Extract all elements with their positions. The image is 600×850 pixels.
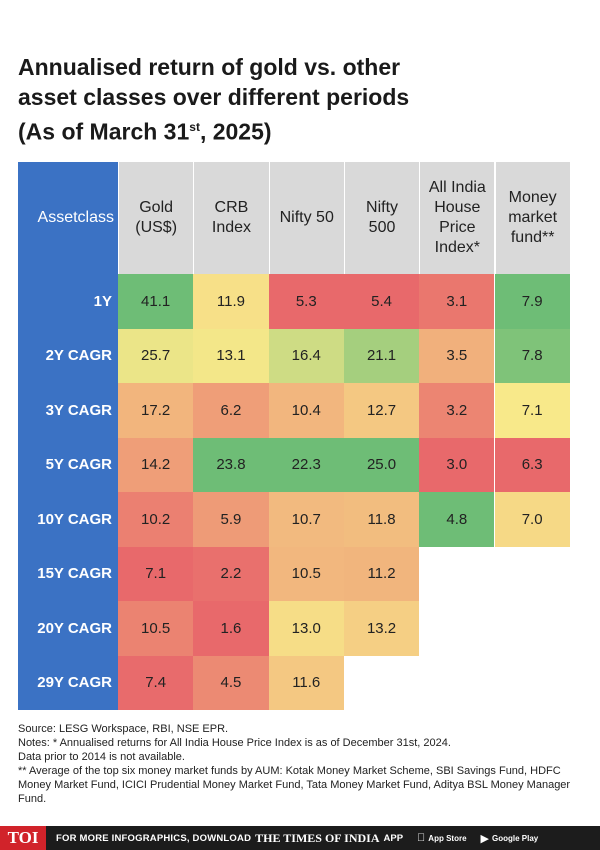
- value-cell: 7.9: [494, 274, 570, 329]
- row-label: 29Y CAGR: [37, 674, 112, 692]
- value-cell: 11.2: [343, 546, 420, 601]
- title-line-2: asset classes over different periods: [18, 84, 410, 110]
- row-label: 2Y CAGR: [45, 347, 112, 365]
- play-icon: ▶: [481, 832, 489, 845]
- value-cell: 10.5: [118, 601, 194, 656]
- source-notes: Source: LESG Workspace, RBI, NSE EPR. No…: [18, 722, 588, 806]
- row-label: 15Y CAGR: [37, 565, 112, 583]
- apple-icon: : [417, 832, 425, 844]
- value-cell: 11.6: [268, 655, 344, 710]
- value-cell: 7.8: [494, 328, 570, 383]
- value-cell: 13.1: [193, 328, 269, 383]
- value-cell: 3.5: [419, 328, 495, 383]
- value-cell: 3.2: [419, 383, 495, 438]
- value-cell: 3.0: [419, 437, 495, 492]
- value-cell: 6.2: [193, 383, 269, 438]
- row-label: 3Y CAGR: [45, 401, 112, 419]
- column-header: Nifty 500: [343, 162, 420, 274]
- value-cell: 13.2: [343, 601, 420, 656]
- value-cell: 5.3: [268, 274, 344, 329]
- value-cell: 25.0: [343, 437, 420, 492]
- value-cell: 10.7: [268, 492, 344, 547]
- value-cell: 2.2: [193, 546, 269, 601]
- column-header: Gold (US$): [118, 162, 194, 274]
- value-cell: 11.8: [343, 492, 420, 547]
- row-header-band: [18, 162, 118, 710]
- value-cell: 1.6: [193, 601, 269, 656]
- value-cell: 25.7: [118, 328, 194, 383]
- title-line-1: Annualised return of gold vs. other: [18, 54, 401, 80]
- footer-app: APP: [383, 832, 404, 844]
- value-cell: 17.2: [118, 383, 194, 438]
- row-label: 10Y CAGR: [37, 510, 112, 528]
- value-cell: 7.0: [494, 492, 570, 547]
- note-1b: Data prior to 2014 is not available.: [18, 751, 185, 763]
- google-play-badge[interactable]: ▶ Google Play: [472, 832, 539, 845]
- value-cell: 22.3: [268, 437, 344, 492]
- column-header: All India House Price Index*: [419, 162, 495, 274]
- value-cell: 14.2: [118, 437, 194, 492]
- value-cell: 6.3: [494, 437, 570, 492]
- source-line: Source: LESG Workspace, RBI, NSE EPR.: [18, 723, 229, 735]
- footer-cta: FOR MORE INFOGRAPHICS, DOWNLOAD: [56, 832, 252, 844]
- value-cell: 4.5: [193, 655, 269, 710]
- row-label: 20Y CAGR: [37, 619, 112, 637]
- note-2: ** Average of the top six money market f…: [18, 765, 571, 805]
- value-cell: 23.8: [193, 437, 269, 492]
- returns-heatmap-table: Asset class Gold (US$) CRB Index Nifty 50 Nifty…: [18, 162, 570, 710]
- footer-brand: THE TIMES OF INDIA: [255, 830, 380, 845]
- column-header: Money market fund**: [494, 162, 570, 274]
- app-store-badge[interactable]: App Store: [417, 832, 466, 844]
- value-cell: 10.2: [118, 492, 194, 547]
- value-cell: 7.4: [118, 655, 194, 710]
- value-cell: 5.4: [343, 274, 420, 329]
- value-cell: 10.5: [268, 546, 344, 601]
- value-cell: 10.4: [268, 383, 344, 438]
- column-header: Nifty 50: [268, 162, 344, 274]
- toi-logo: TOI: [0, 826, 46, 850]
- column-header: CRB Index: [193, 162, 269, 274]
- value-cell: 3.1: [419, 274, 495, 329]
- value-cell: 7.1: [494, 383, 570, 438]
- footer-bar: TOI FOR MORE INFOGRAPHICS, DOWNLOAD THE …: [0, 826, 600, 850]
- page-title: Annualised return of gold vs. other asse…: [18, 52, 518, 147]
- value-cell: 11.9: [193, 274, 269, 329]
- row-label: 5Y CAGR: [45, 456, 112, 474]
- row-label: 1Y: [93, 292, 112, 310]
- value-cell: 12.7: [343, 383, 420, 438]
- value-cell: 41.1: [118, 274, 194, 329]
- value-cell: 4.8: [419, 492, 495, 547]
- value-cell: 16.4: [268, 328, 344, 383]
- asset-class-header: Asset class: [37, 209, 114, 226]
- value-cell: 13.0: [268, 601, 344, 656]
- title-line-3: (As of March 31st, 2025): [18, 118, 272, 145]
- value-cell: 5.9: [193, 492, 269, 547]
- value-cell: 21.1: [343, 328, 420, 383]
- note-1: Notes: * Annualised returns for All Indi…: [18, 737, 451, 749]
- value-cell: 7.1: [118, 546, 194, 601]
